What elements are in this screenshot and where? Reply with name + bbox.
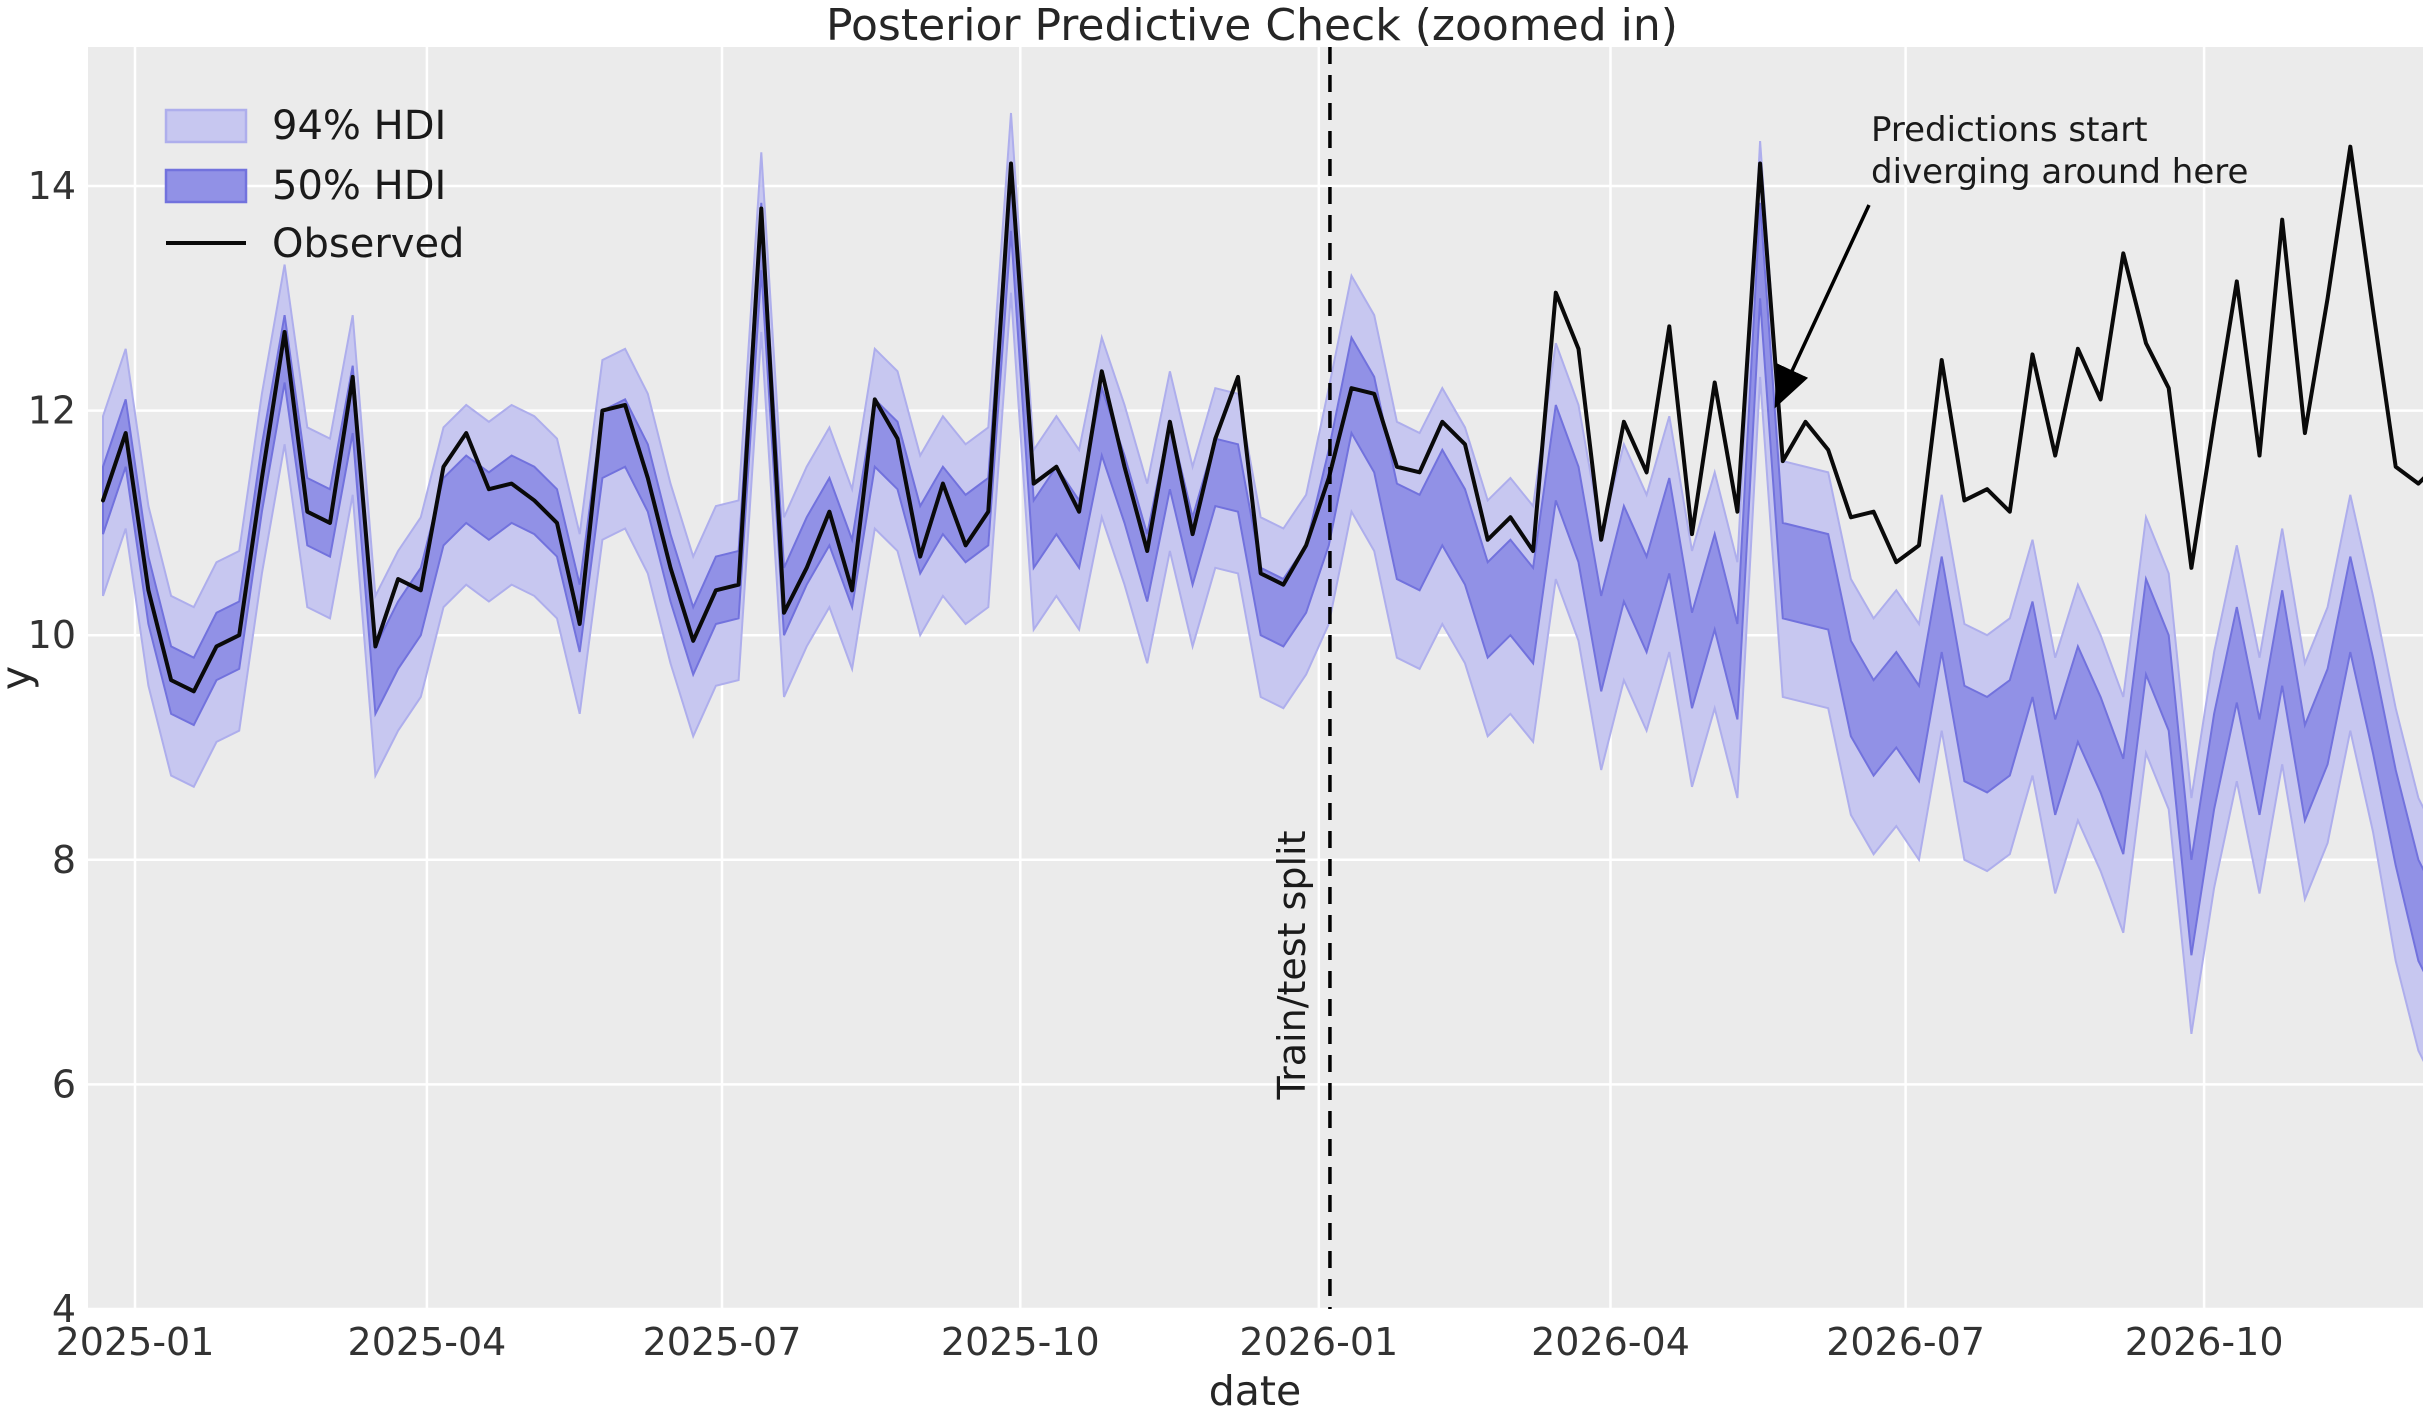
train-test-split-label: Train/test split bbox=[1270, 831, 1314, 1101]
legend-label-observed: Observed bbox=[272, 221, 464, 267]
y-tick-label: 14 bbox=[28, 164, 76, 208]
x-tick-label: 2026-07 bbox=[1826, 1320, 1985, 1364]
x-axis-ticks: 2025-01 2025-04 2025-07 2025-10 2026-01 2026-… bbox=[56, 1320, 2284, 1364]
legend-swatch-94-hdi bbox=[164, 108, 248, 144]
y-axis-ticks: 4 6 8 10 12 14 bbox=[28, 164, 76, 1331]
x-tick-label: 2025-04 bbox=[348, 1320, 507, 1364]
legend-swatch-50-hdi bbox=[164, 168, 248, 204]
observed-polyline bbox=[101, 144, 2423, 694]
legend: 94% HDI 50% HDI Observed bbox=[164, 103, 464, 267]
observed-line bbox=[101, 144, 2423, 694]
y-tick-label: 4 bbox=[52, 1287, 76, 1331]
legend-label-50-hdi: 50% HDI bbox=[272, 163, 446, 209]
y-tick-label: 12 bbox=[28, 389, 76, 433]
annotation-arrow bbox=[1774, 204, 1871, 409]
x-tick-label: 2025-07 bbox=[643, 1320, 802, 1364]
x-tick-label: 2025-01 bbox=[56, 1320, 215, 1364]
chart-title: Posterior Predictive Check (zoomed in) bbox=[826, 0, 1678, 51]
x-tick-label: 2026-10 bbox=[2125, 1320, 2284, 1364]
y-tick-label: 6 bbox=[52, 1062, 76, 1106]
annotation-line-1: Predictions start bbox=[1871, 110, 2148, 150]
y-axis-label: y bbox=[0, 666, 40, 690]
annotation-line-2: diverging around here bbox=[1871, 152, 2248, 192]
y-tick-label: 8 bbox=[52, 838, 76, 882]
x-tick-label: 2025-10 bbox=[941, 1320, 1100, 1364]
legend-label-94-hdi: 94% HDI bbox=[272, 103, 446, 149]
y-tick-label: 10 bbox=[28, 613, 76, 657]
x-tick-label: 2026-01 bbox=[1239, 1320, 1398, 1364]
x-axis-label: date bbox=[1209, 1367, 1301, 1415]
x-tick-label: 2026-04 bbox=[1531, 1320, 1690, 1364]
